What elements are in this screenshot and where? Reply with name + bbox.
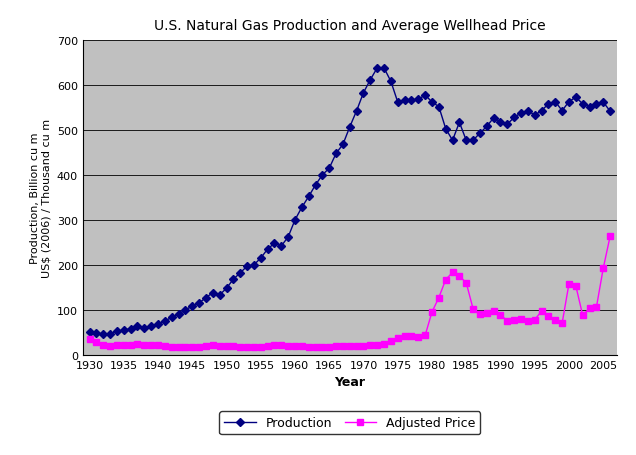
Adjusted Price [175,345,183,350]
Production [387,80,395,85]
Production [195,301,203,306]
Line: Production: Production [86,66,613,338]
Production [99,332,107,338]
Adjusted Price [195,344,203,349]
Legend: Production, Adjusted Price: Production, Adjusted Price [219,411,480,435]
Adjusted Price [319,344,326,349]
Production [271,241,279,247]
Adjusted Price [305,344,312,349]
Production [373,66,381,71]
Title: U.S. Natural Gas Production and Average Wellhead Price: U.S. Natural Gas Production and Average … [154,19,546,33]
Adjusted Price [271,342,279,348]
Adjusted Price [380,342,388,347]
Production [86,330,93,335]
Line: Adjusted Price: Adjusted Price [86,234,613,350]
Adjusted Price [86,337,93,342]
Production [305,194,312,200]
Production [264,247,272,252]
Adjusted Price [264,343,272,349]
Production [319,173,326,178]
Y-axis label: Production, Billion cu m
US$ (2006) / Thousand cu m: Production, Billion cu m US$ (2006) / Th… [29,119,51,277]
Adjusted Price [606,234,614,240]
X-axis label: Year: Year [335,375,365,388]
Production [606,109,614,115]
